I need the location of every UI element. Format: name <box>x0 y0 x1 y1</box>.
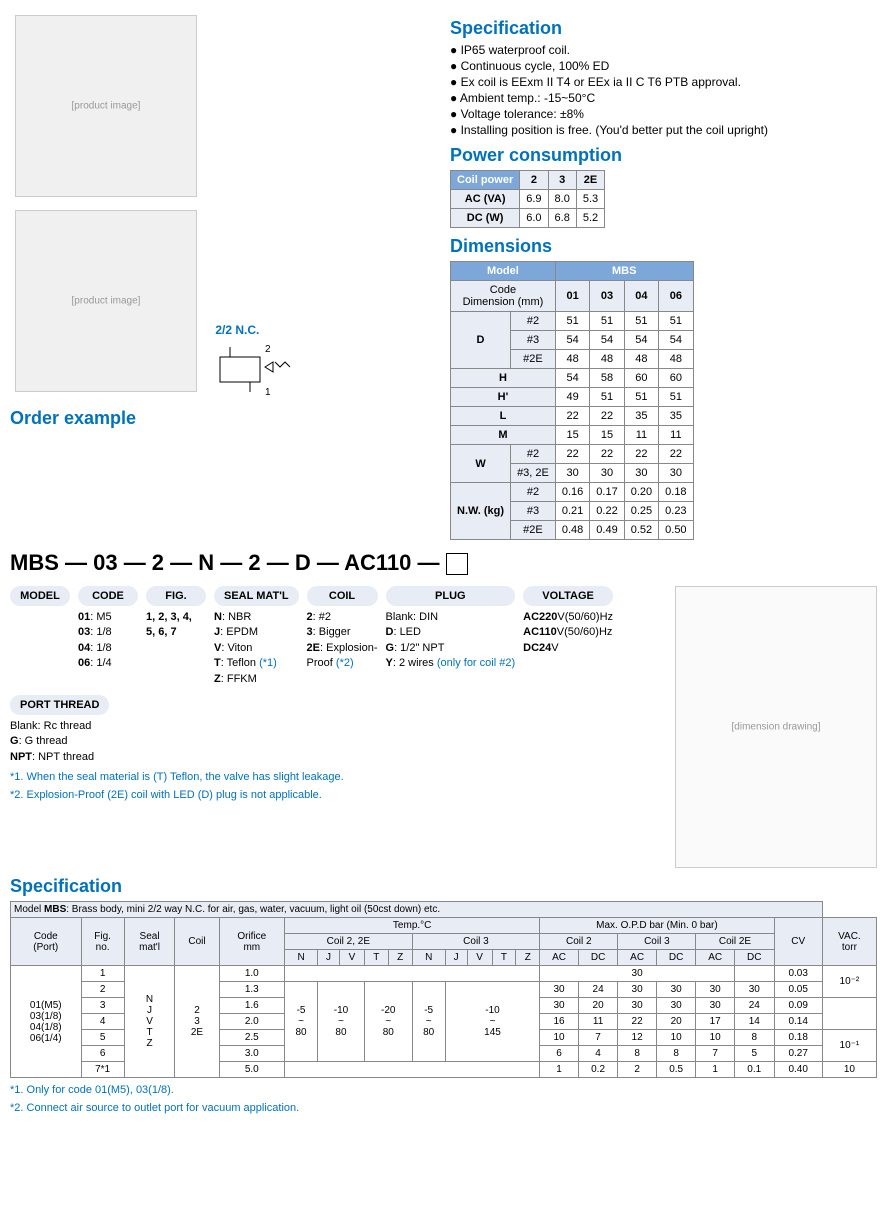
order-group: VOLTAGE AC220V(50/60)HzAC110V(50/60)HzDC2… <box>523 586 613 656</box>
dimension-drawing <box>675 586 877 868</box>
product-image-2 <box>15 210 197 392</box>
model-row: Model MBS: Brass body, mini 2/2 way N.C.… <box>11 902 823 918</box>
power-header: 2E <box>576 171 604 190</box>
order-group: COIL 2: #23: Bigger2E: Explosion-Proof (*… <box>307 586 378 672</box>
order-opts: N: NBRJ: EPDMV: VitonT: Teflon (*1)Z: FF… <box>214 610 299 687</box>
order-opts: 2: #23: Bigger2E: Explosion-Proof (*2) <box>307 610 378 672</box>
spec-list: IP65 waterproof coil. Continuous cycle, 1… <box>450 43 877 137</box>
order-groups: MODELCODE01: M503: 1/804: 1/806: 1/4FIG.… <box>10 586 675 765</box>
order-group: FIG. 1, 2, 3, 4,5, 6, 7 <box>146 586 206 641</box>
spec2-heading: Specification <box>10 876 877 897</box>
order-opts: 1, 2, 3, 4,5, 6, 7 <box>146 610 206 641</box>
spec2-footnote-2: *2. Connect air source to outlet port fo… <box>10 1102 877 1114</box>
product-image-1 <box>15 15 197 197</box>
dim-table: ModelMBSCodeDimension (mm)01030406D#2515… <box>450 261 694 540</box>
schematic-label: 2/2 N.C. <box>215 323 305 337</box>
order-label: COIL <box>307 586 378 606</box>
spec-item: Installing position is free. (You'd bett… <box>450 123 877 137</box>
power-cell: 6.9 <box>520 190 548 209</box>
spec2-table: Model MBS: Brass body, mini 2/2 way N.C.… <box>10 901 877 1078</box>
power-cell: 6.8 <box>548 209 576 228</box>
power-cell: AC (VA) <box>451 190 520 209</box>
power-cell: 6.0 <box>520 209 548 228</box>
order-opts: Blank: Rc threadG: G threadNPT: NPT thre… <box>10 719 109 765</box>
spec-item: Ambient temp.: -15~50°C <box>450 91 877 105</box>
order-opts: 01: M503: 1/804: 1/806: 1/4 <box>78 610 138 672</box>
power-cell: 5.2 <box>576 209 604 228</box>
power-header: 3 <box>548 171 576 190</box>
order-group: CODE 01: M503: 1/804: 1/806: 1/4 <box>78 586 138 672</box>
order-label: MODEL <box>10 586 70 606</box>
spec-heading: Specification <box>450 18 877 39</box>
order-label: CODE <box>78 586 138 606</box>
order-group: SEAL MAT'L N: NBRJ: EPDMV: VitonT: Teflon… <box>214 586 299 687</box>
order-opts: AC220V(50/60)HzAC110V(50/60)HzDC24V <box>523 610 613 656</box>
power-cell: 5.3 <box>576 190 604 209</box>
spec-item: IP65 waterproof coil. <box>450 43 877 57</box>
power-header: 2 <box>520 171 548 190</box>
dim-heading: Dimensions <box>450 236 877 257</box>
spec-item: Continuous cycle, 100% ED <box>450 59 877 73</box>
schematic-diagram: 2/2 N.C. 2 1 <box>215 323 305 400</box>
spec2-footnote-1: *1. Only for code 01(M5), 03(1/8). <box>10 1084 877 1096</box>
order-label: SEAL MAT'L <box>214 586 299 606</box>
spec-item: Ex coil is EExm II T4 or EEx ia II C T6 … <box>450 75 877 89</box>
order-blank-box <box>446 553 468 575</box>
power-table: Coil power232E AC (VA)6.98.05.3 DC (W)6.06… <box>450 170 605 228</box>
order-opts: Blank: DIND: LEDG: 1/2" NPTY: 2 wires (o… <box>386 610 516 672</box>
power-cell: DC (W) <box>451 209 520 228</box>
order-label: FIG. <box>146 586 206 606</box>
svg-text:1: 1 <box>265 387 271 397</box>
order-label: PORT THREAD <box>10 695 109 715</box>
order-group: PORT THREAD Blank: Rc threadG: G threadNP… <box>10 695 109 765</box>
power-heading: Power consumption <box>450 145 877 166</box>
order-label: PLUG <box>386 586 516 606</box>
order-line: MBS — 03 — 2 — N — 2 — D — AC110 — <box>10 550 877 576</box>
power-cell: 8.0 <box>548 190 576 209</box>
power-header: Coil power <box>451 171 520 190</box>
order-group: MODEL <box>10 586 70 610</box>
spec-item: Voltage tolerance: ±8% <box>450 107 877 121</box>
order-group: PLUG Blank: DIND: LEDG: 1/2" NPTY: 2 wire… <box>386 586 516 672</box>
svg-text:2: 2 <box>265 344 271 355</box>
order-label: VOLTAGE <box>523 586 613 606</box>
order-heading: Order example <box>10 408 430 429</box>
